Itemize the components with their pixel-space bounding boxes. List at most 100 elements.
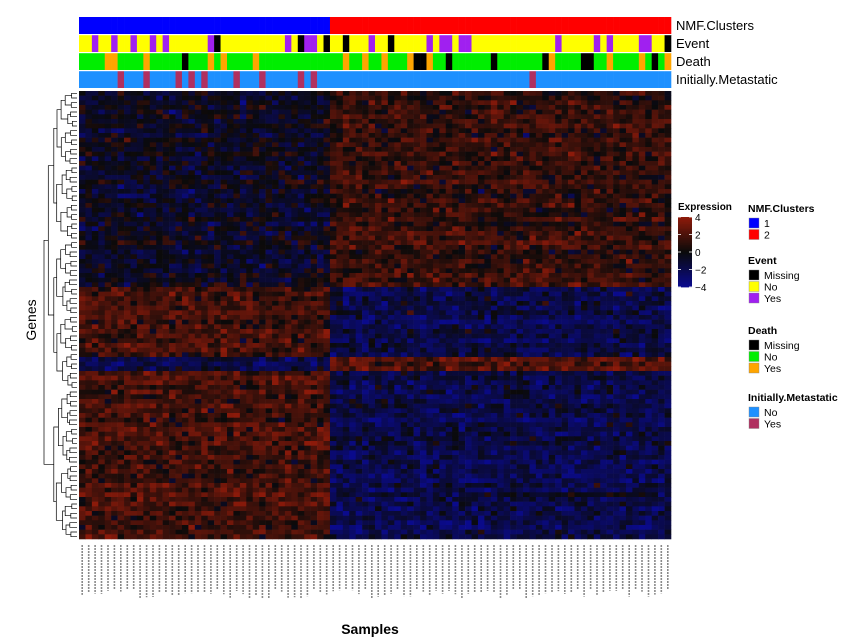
heatmap-cell xyxy=(638,114,646,120)
heatmap-cell xyxy=(477,142,485,148)
heatmap-cell xyxy=(79,133,86,138)
heatmap-cell xyxy=(181,95,189,101)
heatmap-cell xyxy=(445,91,453,96)
heatmap-cell xyxy=(349,277,356,283)
heatmap-cell xyxy=(336,95,344,101)
heatmap-cell xyxy=(587,119,595,124)
heatmap-cell xyxy=(194,119,202,124)
heatmap-cell xyxy=(420,263,427,269)
heatmap-cell xyxy=(600,142,607,148)
heatmap-cell xyxy=(310,147,318,152)
heatmap-cell xyxy=(458,198,466,204)
heatmap-cell xyxy=(336,203,344,208)
heatmap-cell xyxy=(265,268,273,274)
heatmap-cell xyxy=(246,128,254,134)
heatmap-cell xyxy=(362,165,369,171)
heatmap-cell xyxy=(349,170,356,176)
heatmap-cell xyxy=(632,179,640,185)
heatmap-cell xyxy=(381,193,389,199)
heatmap-cell xyxy=(201,217,208,222)
heatmap-cell xyxy=(658,301,665,306)
heatmap-cell xyxy=(632,165,640,171)
heatmap-cell xyxy=(291,217,299,222)
heatmap-cell xyxy=(201,245,208,250)
heatmap-cell xyxy=(510,193,517,199)
heatmap-cell xyxy=(587,315,595,320)
heatmap-cell xyxy=(188,105,196,110)
heatmap-cell xyxy=(600,310,607,316)
heatmap-cell xyxy=(613,235,620,241)
heatmap-cell xyxy=(149,287,157,292)
heatmap-cell xyxy=(420,310,427,316)
heatmap-cell xyxy=(162,305,170,311)
heatmap-cell xyxy=(619,119,627,124)
heatmap-cell xyxy=(98,151,106,157)
heatmap-cell xyxy=(368,221,376,227)
annotation-cell xyxy=(233,53,241,70)
heatmap-cell xyxy=(104,315,112,320)
heatmap-cell xyxy=(548,235,556,241)
heatmap-cell xyxy=(265,198,273,204)
heatmap-cell xyxy=(329,259,337,264)
heatmap-cell xyxy=(400,91,408,96)
heatmap-cell xyxy=(304,282,311,288)
heatmap-cell xyxy=(535,273,543,278)
heatmap-cell xyxy=(278,235,286,241)
heatmap-cell xyxy=(452,91,459,96)
heatmap-cell xyxy=(510,273,517,278)
heatmap-cell xyxy=(259,105,266,110)
heatmap-cell xyxy=(130,263,138,269)
annotation-cell xyxy=(381,17,389,34)
heatmap-cell xyxy=(246,291,254,297)
heatmap-cell xyxy=(252,221,260,227)
heatmap-cell xyxy=(426,263,434,269)
dendrogram-branch xyxy=(58,407,63,447)
heatmap-cell xyxy=(439,142,447,148)
heatmap-cell xyxy=(375,109,382,115)
heatmap-cell xyxy=(214,151,221,157)
heatmap-cell xyxy=(149,128,157,134)
heatmap-cell xyxy=(619,151,627,157)
heatmap-cell xyxy=(175,259,183,264)
heatmap-cell xyxy=(278,291,286,297)
heatmap-cell xyxy=(375,114,382,120)
annotation-cell xyxy=(574,35,582,52)
heatmap-cell xyxy=(394,282,402,288)
heatmap-cell xyxy=(149,207,157,213)
annotation-cell xyxy=(535,17,543,34)
heatmap-cell xyxy=(194,128,202,134)
heatmap-cell xyxy=(510,310,517,316)
heatmap-cell xyxy=(432,100,440,106)
heatmap-cell xyxy=(632,245,640,250)
heatmap-cell xyxy=(400,151,408,157)
heatmap-cell xyxy=(658,147,665,152)
heatmap-cell xyxy=(387,277,395,283)
heatmap-cell xyxy=(465,207,472,213)
heatmap-cell xyxy=(613,259,620,264)
heatmap-cell xyxy=(452,212,459,218)
heatmap-cell xyxy=(568,259,575,264)
heatmap-cell xyxy=(497,254,504,260)
heatmap-cell xyxy=(523,249,530,255)
heatmap-cell xyxy=(98,203,106,208)
heatmap-cell xyxy=(220,254,228,260)
heatmap-cell xyxy=(317,147,324,152)
heatmap-cell xyxy=(625,114,633,120)
heatmap-cell xyxy=(188,193,196,199)
heatmap-cell xyxy=(79,105,86,110)
heatmap-cell xyxy=(477,193,485,199)
heatmap-cell xyxy=(220,212,228,218)
heatmap-cell xyxy=(111,319,118,325)
heatmap-cell xyxy=(651,240,659,246)
heatmap-cell xyxy=(233,189,241,194)
heatmap-cell xyxy=(259,193,266,199)
heatmap-cell xyxy=(259,207,266,213)
heatmap-cell xyxy=(381,109,389,115)
heatmap-cell xyxy=(85,151,93,157)
heatmap-cell xyxy=(201,137,208,143)
heatmap-cell xyxy=(645,291,652,297)
heatmap-cell xyxy=(452,203,459,208)
heatmap-cell xyxy=(169,259,176,264)
heatmap-cell xyxy=(323,119,331,124)
dendrogram-branch xyxy=(62,510,66,531)
